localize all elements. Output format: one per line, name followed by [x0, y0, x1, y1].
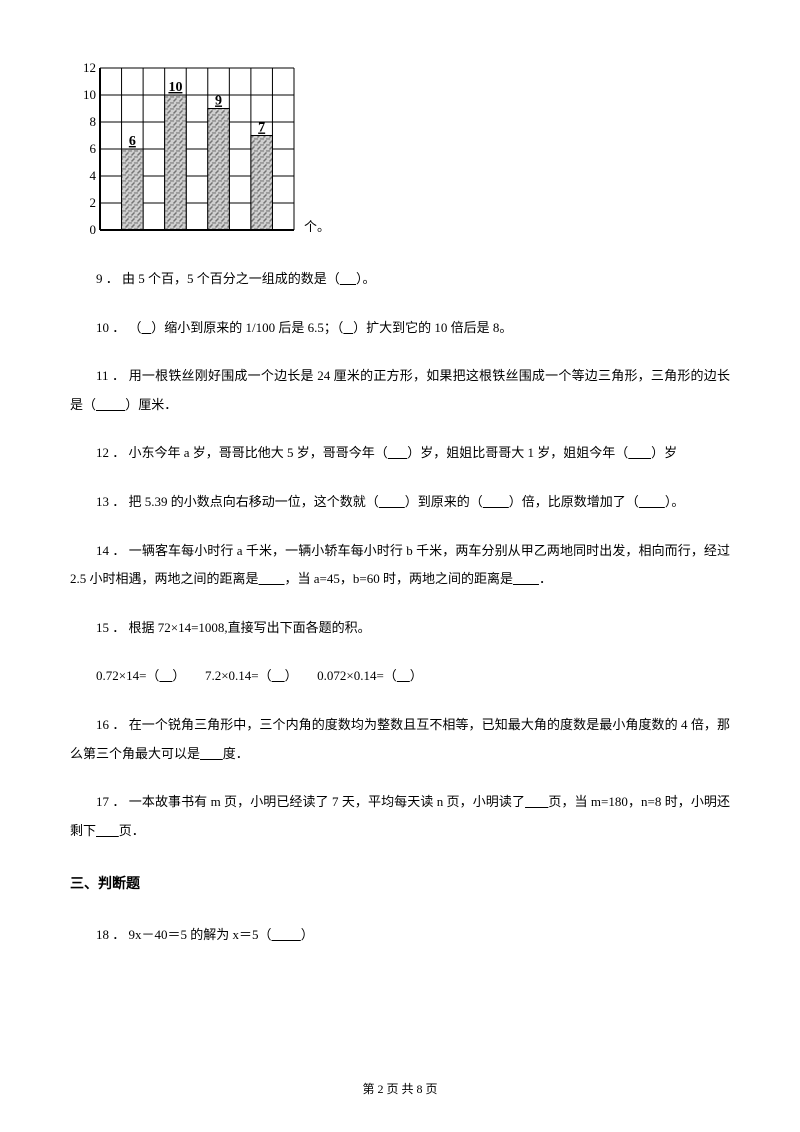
q18-blank — [272, 927, 301, 942]
q14-t2: ，当 a=45，b=60 时，两地之间的距离是 — [285, 571, 513, 586]
q10-t1: （ — [129, 320, 142, 335]
q18-sep: ． — [112, 927, 125, 942]
svg-text:9: 9 — [215, 94, 222, 109]
q14-sep: ． — [112, 543, 125, 558]
q12-sep: ． — [109, 445, 129, 460]
q15-sub2-blank — [272, 668, 285, 683]
q13-num: 13 — [96, 494, 109, 509]
bar-chart: 0 2 4 6 8 10 12 6 10 9 7 — [70, 60, 300, 240]
q13-t4: ）。 — [665, 494, 685, 509]
svg-text:6: 6 — [90, 141, 97, 156]
chart-row: 0 2 4 6 8 10 12 6 10 9 7 个。 — [70, 60, 730, 240]
svg-text:0: 0 — [90, 222, 97, 237]
q10-blank1 — [142, 320, 152, 335]
q9-text-after: ）。 — [356, 271, 376, 286]
q16-blank — [200, 746, 223, 761]
q16-t1: 在一个锐角三角形中，三个内角的度数均为整数且互不相等，已知最大角的度数是最小角度… — [70, 717, 730, 761]
q16-sep: ． — [109, 717, 129, 732]
q13-t3: ）倍，比原数增加了（ — [509, 494, 639, 509]
q12-t1: 小东今年 a 岁，哥哥比他大 5 岁，哥哥今年（ — [129, 445, 388, 460]
question-14: 14 ． 一辆客车每小时行 a 千米，一辆小轿车每小时行 b 千米，两车分别从甲… — [70, 537, 730, 594]
q11-blank — [96, 397, 125, 412]
q14-blank1 — [259, 571, 285, 586]
q15-sep: ． — [112, 620, 125, 635]
question-13: 13 ． 把 5.39 的小数点向右移动一位，这个数就（ ）到原来的（ ）倍，比… — [70, 488, 730, 517]
q16-num: 16 — [96, 717, 109, 732]
question-15: 15 ． 根据 72×14=1008,直接写出下面各题的积。 — [70, 614, 730, 643]
q17-num: 17 — [96, 794, 109, 809]
svg-text:10: 10 — [168, 80, 182, 95]
q9-blank — [340, 271, 356, 286]
q14-num: 14 — [96, 543, 109, 558]
q13-sep: ． — [109, 494, 129, 509]
question-17: 17 ． 一本故事书有 m 页，小明已经读了 7 天，平均每天读 n 页，小明读… — [70, 788, 730, 845]
q15-text: 根据 72×14=1008,直接写出下面各题的积。 — [129, 620, 371, 635]
svg-text:4: 4 — [90, 168, 97, 183]
q13-t1: 把 5.39 的小数点向右移动一位，这个数就（ — [129, 494, 379, 509]
q15-sub3-close: ） — [410, 668, 423, 683]
q13-blank2 — [483, 494, 509, 509]
q15-num: 15 — [96, 620, 109, 635]
q12-blank1 — [388, 445, 408, 460]
svg-text:8: 8 — [90, 114, 97, 129]
q9-text-before: 由 5 个百，5 个百分之一组成的数是（ — [122, 271, 340, 286]
q15-sub1-blank — [159, 668, 172, 683]
q11-sep: ． — [109, 368, 129, 383]
q18-t1: 9x－40＝5 的解为 x＝5（ — [129, 927, 272, 942]
q17-t1: 一本故事书有 m 页，小明已经读了 7 天，平均每天读 n 页，小明读了 — [129, 794, 525, 809]
q11-num: 11 — [96, 368, 109, 383]
section-3-title: 三、判断题 — [70, 870, 730, 901]
q15-sub2-close: ） — [285, 668, 298, 683]
q15-sub3-blank — [397, 668, 410, 683]
svg-text:10: 10 — [83, 87, 96, 102]
question-18: 18 ． 9x－40＝5 的解为 x＝5（ ） — [70, 921, 730, 950]
q15-sub1-label: 0.72×14=（ — [96, 668, 159, 683]
q12-blank2 — [628, 445, 651, 460]
q11-t2: ）厘米． — [125, 397, 177, 412]
question-10: 10 ． （ ）缩小到原来的 1/100 后是 6.5；（ ）扩大到它的 10 … — [70, 314, 730, 343]
q14-blank2 — [513, 571, 539, 586]
q9-sep: ． — [106, 271, 119, 286]
q17-blank1 — [525, 794, 548, 809]
page-footer: 第 2 页 共 8 页 — [0, 1076, 800, 1102]
q13-blank3 — [639, 494, 665, 509]
svg-text:6: 6 — [129, 134, 136, 149]
svg-text:12: 12 — [83, 60, 96, 75]
q12-t3: ）岁 — [651, 445, 677, 460]
svg-text:7: 7 — [258, 121, 265, 136]
svg-text:2: 2 — [90, 195, 97, 210]
question-12: 12 ． 小东今年 a 岁，哥哥比他大 5 岁，哥哥今年（ ）岁，姐姐比哥哥大 … — [70, 439, 730, 468]
q12-num: 12 — [96, 445, 109, 460]
chart-suffix: 个。 — [304, 213, 330, 242]
q15-sub1-close: ） — [172, 668, 185, 683]
question-15-sub: 0.72×14=（ ） 7.2×0.14=（ ） 0.072×0.14=（ ） — [70, 662, 730, 691]
question-11: 11 ． 用一根铁丝刚好围成一个边长是 24 厘米的正方形，如果把这根铁丝围成一… — [70, 362, 730, 419]
q13-t2: ）到原来的（ — [405, 494, 483, 509]
question-9: 9 ． 由 5 个百，5 个百分之一组成的数是（ ）。 — [70, 265, 730, 294]
q10-sep: ． — [112, 320, 125, 335]
q14-t3: ． — [539, 571, 552, 586]
q10-t3: ）扩大到它的 10 倍后是 8。 — [353, 320, 512, 335]
question-16: 16 ． 在一个锐角三角形中，三个内角的度数均为整数且互不相等，已知最大角的度数… — [70, 711, 730, 768]
q9-num: 9 — [96, 271, 103, 286]
q16-t2: 度． — [223, 746, 249, 761]
q17-blank2 — [96, 823, 119, 838]
q18-t2: ） — [301, 927, 314, 942]
q15-sub2-label: 7.2×0.14=（ — [205, 668, 272, 683]
q10-num: 10 — [96, 320, 109, 335]
q15-sub3-label: 0.072×0.14=（ — [317, 668, 397, 683]
q13-blank1 — [379, 494, 405, 509]
q17-sep: ． — [112, 794, 125, 809]
q17-t3: 页． — [119, 823, 145, 838]
q10-blank2 — [343, 320, 353, 335]
q18-num: 18 — [96, 927, 109, 942]
q10-t2: ）缩小到原来的 1/100 后是 6.5；（ — [151, 320, 343, 335]
q12-t2: ）岁，姐姐比哥哥大 1 岁，姐姐今年（ — [407, 445, 628, 460]
